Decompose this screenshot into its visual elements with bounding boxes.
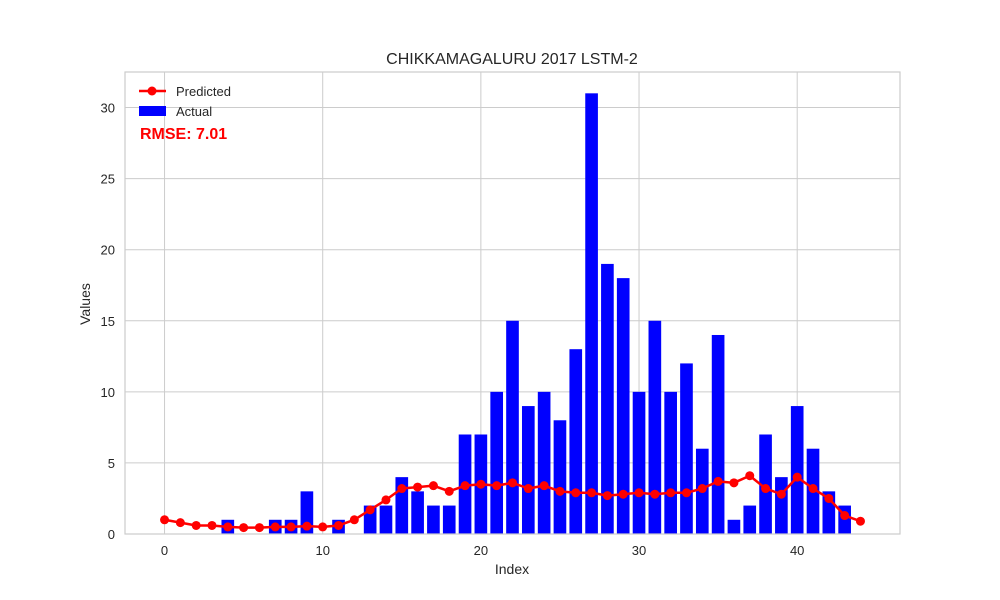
actual-bar: [379, 505, 393, 534]
y-tick-label: 10: [101, 385, 115, 400]
predicted-point: [808, 484, 818, 494]
y-tick-label: 5: [108, 456, 115, 471]
predicted-point: [650, 489, 660, 499]
y-tick-label: 20: [101, 243, 115, 258]
y-tick-label: 25: [101, 172, 115, 187]
actual-bar: [616, 278, 630, 534]
predicted-point: [270, 522, 280, 532]
legend-predicted-label: Predicted: [176, 84, 231, 99]
actual-bar: [553, 420, 567, 534]
predicted-point: [160, 515, 170, 525]
actual-bar: [648, 320, 662, 534]
predicted-point: [824, 493, 834, 503]
legend: Predicted Actual: [139, 84, 231, 119]
actual-bar: [411, 491, 424, 534]
actual-bar: [727, 519, 741, 534]
x-tick-labels: 0 10 20 30 40: [161, 543, 805, 558]
actual-bar: [490, 391, 504, 534]
predicted-line: [160, 471, 865, 533]
predicted-point: [365, 505, 375, 515]
predicted-point: [460, 481, 470, 491]
actual-bar: [790, 406, 804, 534]
x-tick-label: 10: [315, 543, 329, 558]
predicted-point: [666, 488, 676, 498]
predicted-point: [713, 476, 723, 486]
actual-bar: [569, 349, 583, 534]
predicted-point: [191, 520, 201, 530]
actual-bar: [506, 320, 519, 534]
predicted-point: [729, 478, 739, 488]
predicted-point: [571, 488, 581, 498]
predicted-point: [776, 489, 786, 499]
predicted-point: [508, 478, 517, 488]
predicted-point: [618, 489, 628, 499]
predicted-point: [223, 522, 233, 532]
y-tick-label: 30: [101, 101, 115, 116]
predicted-point: [175, 518, 185, 528]
predicted-point: [697, 484, 707, 494]
x-tick-label: 0: [161, 543, 168, 558]
predicted-point: [523, 484, 533, 494]
predicted-point: [334, 520, 344, 530]
predicted-point: [254, 523, 264, 533]
predicted-point: [761, 484, 771, 494]
chart-title: CHIKKAMAGALURU 2017 LSTM-2: [386, 51, 638, 68]
actual-bar: [427, 505, 440, 534]
predicted-point: [239, 523, 249, 533]
actual-bar: [537, 391, 551, 534]
y-tick-labels: 0 5 10 15 20 25 30: [101, 101, 115, 542]
legend-predicted-marker-swatch: [147, 86, 157, 96]
x-tick-label: 30: [632, 543, 646, 558]
predicted-point: [428, 481, 438, 491]
plot-frame: [124, 71, 901, 535]
x-tick-label: 40: [790, 543, 804, 558]
actual-bar: [632, 391, 646, 534]
predicted-point: [539, 481, 549, 491]
predicted-point: [476, 479, 486, 489]
predicted-point: [207, 520, 217, 530]
y-tick-label: 15: [101, 314, 115, 329]
predicted-point: [397, 484, 407, 494]
x-tick-label: 20: [474, 543, 488, 558]
actual-bar: [711, 334, 725, 534]
predicted-point: [634, 488, 644, 498]
predicted-point: [492, 481, 502, 491]
predicted-point: [745, 471, 755, 481]
actual-bar: [743, 505, 757, 534]
predicted-point: [444, 486, 454, 496]
actual-bar: [664, 391, 677, 534]
predicted-point: [318, 522, 328, 532]
actual-bar: [601, 263, 614, 534]
predicted-point: [349, 515, 359, 525]
predicted-point: [681, 488, 691, 498]
predicted-point: [286, 522, 296, 532]
actual-bars: [221, 93, 851, 535]
predicted-point: [555, 486, 565, 496]
predicted-point: [381, 495, 391, 505]
actual-bar: [442, 505, 456, 534]
actual-bar: [680, 363, 693, 534]
predicted-point: [302, 521, 312, 531]
legend-actual-bar-swatch: [139, 106, 166, 116]
predicted-point: [792, 472, 802, 482]
predicted-point: [840, 511, 850, 521]
rmse-annotation: RMSE: 7.01: [140, 126, 227, 143]
legend-actual-label: Actual: [176, 104, 212, 119]
actual-bar: [521, 406, 535, 534]
predicted-point: [855, 516, 865, 526]
predicted-point: [587, 488, 597, 498]
predicted-point: [602, 491, 612, 501]
actual-bar: [775, 477, 788, 534]
x-axis-label: Index: [495, 561, 529, 577]
predicted-point: [413, 482, 423, 492]
actual-bar: [585, 93, 598, 535]
y-tick-label: 0: [108, 527, 115, 542]
y-axis-label: Values: [77, 283, 93, 325]
